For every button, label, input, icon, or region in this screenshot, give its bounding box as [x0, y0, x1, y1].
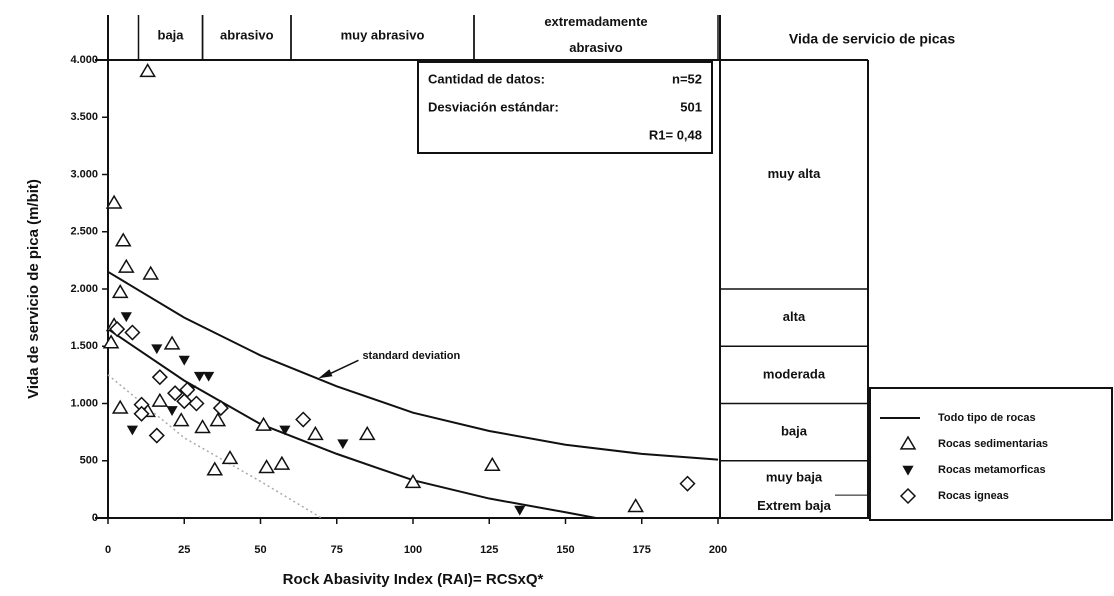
band-label: abrasivo [220, 27, 274, 42]
point [151, 392, 169, 407]
point [337, 439, 349, 450]
point [111, 283, 129, 299]
point [255, 416, 272, 431]
point [194, 419, 211, 434]
point [193, 371, 206, 382]
y-tick-label: 2.500 [70, 226, 98, 238]
x-tick-label: 150 [556, 544, 574, 556]
point [109, 321, 126, 338]
x-tick-label: 50 [254, 544, 266, 556]
point [178, 355, 190, 366]
point [307, 425, 324, 441]
y-tick-label: 1.000 [70, 397, 98, 409]
legend-label: Todo tipo de rocas [938, 412, 1036, 424]
point [151, 344, 163, 355]
point [126, 425, 138, 436]
point [133, 405, 150, 422]
y-tick-label: 0 [92, 512, 98, 524]
point [163, 335, 181, 350]
point [117, 258, 135, 273]
info-value: n=52 [672, 71, 702, 86]
point [142, 265, 160, 280]
x-tick-label: 125 [480, 544, 498, 556]
point [514, 505, 526, 516]
y-tick-label: 1.500 [70, 340, 98, 352]
y-tick-label: 2.000 [70, 283, 98, 295]
point [358, 425, 376, 441]
y-tick-label: 3.000 [70, 168, 98, 180]
point [627, 498, 644, 513]
point [167, 385, 184, 402]
service-life-title: Vida de servicio de picas [789, 31, 955, 47]
point [179, 381, 196, 398]
band-label: baja [158, 27, 185, 42]
info-label: Cantidad de datos: [428, 71, 545, 86]
y-tick-label: 3.500 [70, 111, 98, 123]
class-label: muy baja [766, 469, 823, 484]
band-label: extremadamente abrasivo [544, 14, 647, 55]
class-label: muy alta [768, 166, 822, 181]
point [176, 393, 193, 410]
point [166, 406, 178, 416]
annotation-text: standard deviation [362, 350, 460, 362]
point [209, 412, 227, 427]
legend-swatch [899, 487, 917, 505]
band-label: muy abrasivo [341, 27, 425, 42]
point [102, 334, 120, 349]
y-tick-label: 500 [80, 455, 98, 467]
point [105, 194, 123, 209]
point [212, 400, 229, 417]
point [188, 395, 205, 412]
point [279, 425, 291, 436]
point [139, 62, 156, 78]
info-value: R1= 0,48 [649, 127, 702, 142]
x-tick-label: 175 [633, 544, 651, 556]
x-tick-label: 75 [331, 544, 343, 556]
x-tick-label: 200 [709, 544, 727, 556]
point [206, 461, 224, 476]
legend-label: Rocas metamorficas [938, 464, 1046, 476]
point [221, 449, 239, 465]
legend-label: Rocas igneas [938, 490, 1009, 502]
curve [107, 328, 597, 519]
x-tick-label: 100 [404, 544, 422, 556]
x-tick-label: 0 [105, 544, 111, 556]
class-label: moderada [763, 366, 826, 381]
info-box [417, 61, 713, 154]
point [120, 312, 132, 323]
legend-swatch [902, 465, 914, 476]
curve [107, 270, 719, 461]
point [124, 324, 141, 341]
point [295, 411, 312, 428]
y-tick-label: 4.000 [70, 54, 98, 66]
point [151, 369, 168, 386]
point [483, 456, 501, 471]
point [148, 427, 165, 444]
x-tick-label: 25 [178, 544, 190, 556]
info-label: Desviación estándar: [428, 99, 559, 114]
class-label: alta [783, 309, 806, 324]
point [679, 475, 696, 492]
legend-swatch [899, 435, 917, 450]
class-label: Extrem baja [757, 498, 831, 513]
point [111, 399, 129, 414]
curve [107, 374, 322, 519]
point [258, 459, 275, 474]
point [203, 371, 215, 382]
class-label: baja [781, 424, 808, 439]
point [172, 412, 190, 427]
point [273, 455, 291, 470]
y-axis-title: Vida de servicio de pica (m/bit) [25, 179, 42, 399]
legend-label: Rocas sedimentarias [938, 438, 1048, 450]
point [404, 474, 422, 489]
annotation-arrowhead [318, 369, 333, 379]
info-value: 501 [680, 99, 702, 114]
x-axis-title: Rock Abasivity Index (RAI)= RCSxQ* [283, 571, 544, 588]
point [114, 232, 132, 247]
